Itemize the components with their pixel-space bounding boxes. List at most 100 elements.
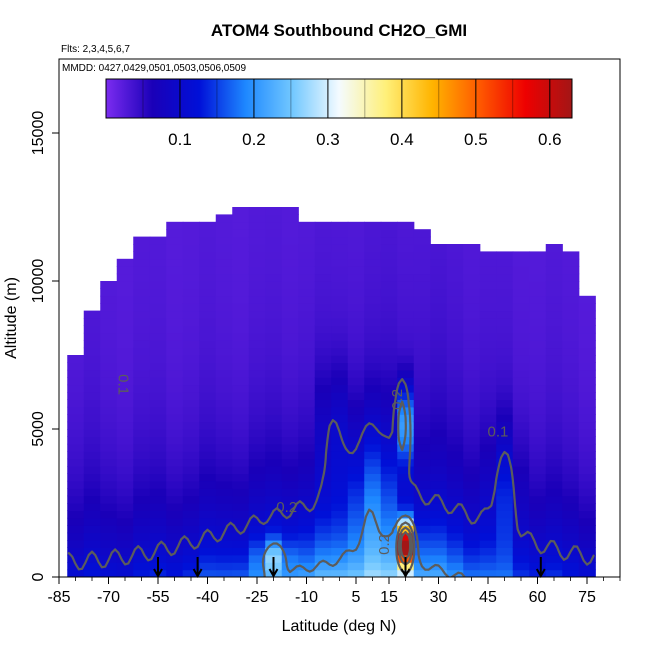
heatmap-cell	[562, 369, 580, 378]
heatmap-cell	[446, 414, 464, 423]
heatmap-cell	[347, 377, 365, 386]
heatmap-cell	[430, 318, 448, 326]
heatmap-cell	[496, 377, 514, 386]
heatmap-cell	[314, 369, 332, 378]
heatmap-cell	[545, 554, 563, 563]
heatmap-cell	[529, 281, 547, 289]
heatmap-cell	[364, 221, 382, 230]
heatmap-cell	[166, 258, 184, 267]
heatmap-cell	[380, 384, 398, 393]
heatmap-cell	[215, 369, 233, 378]
heatmap-cell	[496, 303, 514, 312]
heatmap-cell	[413, 355, 431, 363]
heatmap-cell	[199, 451, 217, 460]
heatmap-cell	[562, 281, 580, 289]
heatmap-cell	[479, 480, 497, 489]
heatmap-cell	[100, 525, 118, 534]
heatmap-cell	[529, 310, 547, 319]
heatmap-cell	[116, 480, 134, 489]
heatmap-cell	[545, 562, 563, 571]
heatmap-cell	[446, 429, 464, 437]
heatmap-cell	[463, 554, 481, 563]
heatmap-cell	[529, 347, 547, 356]
heatmap-cell	[479, 325, 497, 334]
heatmap-cell	[413, 406, 431, 415]
heatmap-cell	[133, 355, 151, 363]
heatmap-cell	[265, 451, 283, 460]
heatmap-cell	[413, 332, 431, 341]
heatmap-cell	[446, 340, 464, 349]
heatmap-cell	[529, 547, 547, 556]
heatmap-cell	[265, 503, 283, 511]
heatmap-cell	[83, 399, 101, 408]
heatmap-cell	[463, 451, 481, 460]
heatmap-cell	[314, 244, 332, 252]
heatmap-cell	[331, 466, 349, 474]
heatmap-cell	[430, 443, 448, 452]
heatmap-cell	[298, 273, 316, 282]
heatmap-cell	[397, 266, 415, 275]
heatmap-cell	[232, 310, 250, 319]
heatmap-cell	[149, 236, 167, 245]
heatmap-cell	[331, 377, 349, 386]
heatmap-cell	[331, 384, 349, 393]
heatmap-cell	[215, 473, 233, 482]
heatmap-cell	[67, 510, 85, 519]
heatmap-cell	[479, 288, 497, 297]
heatmap-cell	[331, 414, 349, 423]
heatmap-cell	[397, 355, 415, 363]
heatmap-cell	[182, 258, 200, 267]
heatmap-cell	[430, 547, 448, 556]
heatmap-cell	[314, 443, 332, 452]
heatmap-cell	[413, 340, 431, 349]
heatmap-cell	[446, 473, 464, 482]
heatmap-cell	[397, 369, 415, 378]
heatmap-cell	[479, 384, 497, 393]
flights-note: Flts: 2,3,4,5,6,7	[61, 44, 130, 55]
heatmap-cell	[281, 251, 299, 260]
heatmap-cell	[512, 421, 530, 430]
heatmap-cell	[413, 540, 431, 548]
heatmap-cell	[430, 429, 448, 437]
heatmap-cell	[116, 377, 134, 386]
heatmap-cell	[545, 258, 563, 267]
heatmap-cell	[166, 517, 184, 526]
heatmap-cell	[133, 503, 151, 511]
heatmap-cell	[133, 288, 151, 297]
heatmap-cell	[67, 377, 85, 386]
y-tick-label: 15000	[30, 111, 47, 156]
heatmap-cell	[232, 325, 250, 334]
y-tick-label: 10000	[30, 259, 47, 304]
heatmap-cell	[83, 466, 101, 474]
heatmap-cell	[116, 429, 134, 437]
heatmap-cell	[380, 303, 398, 312]
heatmap-cell	[149, 466, 167, 474]
x-tick-label: -85	[47, 589, 70, 606]
heatmap-cell	[364, 273, 382, 282]
heatmap-cell	[512, 310, 530, 319]
heatmap-cell	[265, 384, 283, 393]
heatmap-cell	[281, 258, 299, 267]
heatmap-cell	[314, 547, 332, 556]
heatmap-cell	[529, 340, 547, 349]
heatmap-cell	[199, 310, 217, 319]
heatmap-cell	[529, 436, 547, 445]
heatmap-cell	[463, 443, 481, 452]
heatmap-cell	[446, 392, 464, 400]
heatmap-cell	[463, 436, 481, 445]
heatmap-cell	[281, 244, 299, 252]
heatmap-cell	[133, 480, 151, 489]
heatmap-cell	[529, 458, 547, 467]
heatmap-cell	[496, 332, 514, 341]
heatmap-cell	[298, 281, 316, 289]
heatmap-cell	[562, 399, 580, 408]
heatmap-cell	[430, 273, 448, 282]
heatmap-cell	[545, 406, 563, 415]
heatmap-cell	[116, 258, 134, 267]
heatmap-cell	[298, 443, 316, 452]
heatmap-cell	[380, 480, 398, 489]
heatmap-cell	[529, 303, 547, 312]
heatmap-cell	[479, 406, 497, 415]
heatmap-cell	[545, 473, 563, 482]
heatmap-cell	[430, 466, 448, 474]
